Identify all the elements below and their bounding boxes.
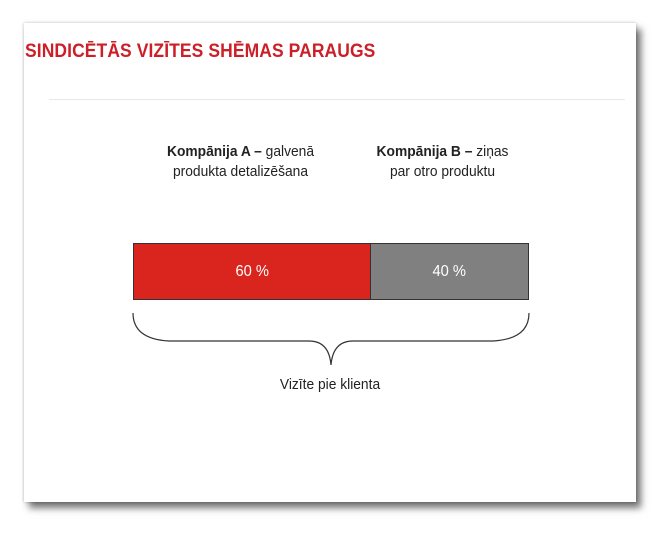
company-a-line1: galvenā	[261, 143, 314, 160]
company-b-name: Kompānija B –	[376, 143, 473, 160]
curly-brace	[132, 312, 530, 366]
company-b-label: Kompānija B – ziņas par otro produktu	[357, 142, 527, 182]
company-b-line1: ziņas	[472, 143, 509, 160]
company-b-share-bar: 40 %	[371, 243, 529, 300]
company-a-label: Kompānija A – galvenā produkta detalizēš…	[155, 142, 325, 182]
company-b-line2: par otro produktu	[389, 163, 496, 180]
company-a-share-bar: 60 %	[133, 243, 371, 300]
slide: SINDICĒTĀS VIZĪTES SHĒMAS PARAUGS Kompān…	[24, 23, 636, 502]
slide-title: SINDICĒTĀS VIZĪTES SHĒMAS PARAUGS	[25, 41, 376, 62]
title-divider	[49, 99, 625, 100]
visit-caption: Vizīte pie klienta	[279, 376, 381, 393]
company-a-line2: produkta detalizēšana	[172, 163, 309, 180]
company-a-share-label: 60 %	[235, 262, 269, 280]
company-b-share-label: 40 %	[432, 262, 467, 280]
company-a-name: Kompānija A –	[166, 143, 262, 160]
